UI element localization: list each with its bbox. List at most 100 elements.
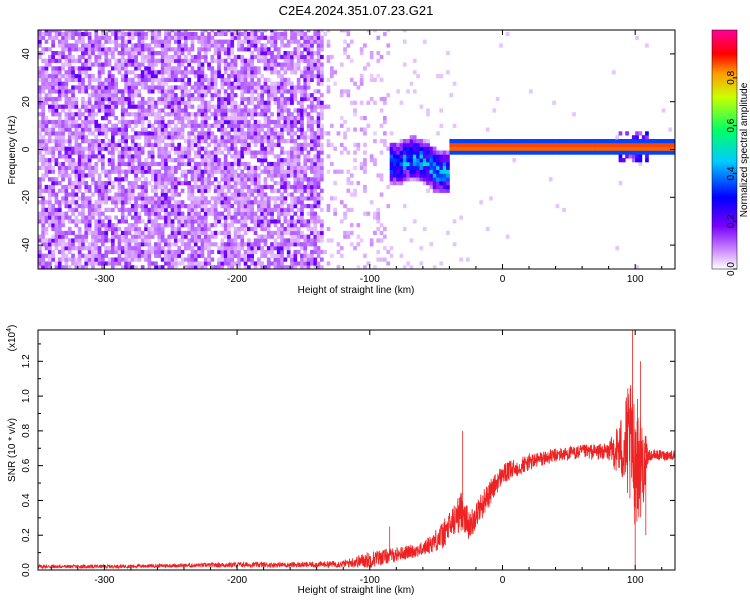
heat-cell — [48, 188, 52, 193]
heat-cell — [84, 89, 89, 94]
heat-cell — [539, 150, 543, 155]
x-tick-label: 100 — [627, 575, 644, 586]
heat-cell — [97, 211, 102, 216]
heat-cell — [257, 39, 261, 44]
heat-cell — [313, 192, 318, 197]
heat-cell — [217, 112, 221, 117]
heat-cell — [77, 196, 82, 201]
heat-cell — [233, 66, 238, 71]
heat-cell — [247, 135, 251, 140]
heat-cell — [134, 242, 138, 247]
heat-cell — [184, 66, 188, 71]
heat-cell — [107, 104, 112, 109]
heat-cell — [290, 51, 294, 56]
heat-cell — [253, 184, 258, 190]
heat-cell — [558, 150, 563, 155]
heat-cell — [117, 58, 122, 63]
heat-cell — [625, 150, 629, 155]
heat-cell — [276, 207, 281, 212]
heat-cell — [247, 211, 251, 216]
heat-cell — [197, 96, 201, 102]
heat-cell — [48, 169, 52, 174]
heat-cell — [247, 246, 251, 251]
heat-cell — [230, 127, 235, 132]
heat-cell — [233, 58, 238, 63]
heat-cell — [227, 242, 231, 247]
heat-cell — [310, 238, 314, 243]
heat-cell — [442, 169, 447, 174]
heat-cell — [137, 169, 142, 174]
heat-cell — [170, 173, 175, 178]
heat-cell — [147, 200, 152, 205]
heat-cell — [247, 184, 251, 190]
heat-cell — [120, 30, 125, 33]
heat-cell — [379, 54, 384, 60]
heat-cell — [167, 93, 172, 98]
y-tick-label: 0.4 — [21, 493, 32, 507]
heat-cell — [631, 150, 636, 155]
heat-cell — [124, 173, 128, 178]
heat-cell — [220, 131, 225, 136]
heat-cell — [276, 188, 281, 193]
heat-cell — [94, 31, 99, 37]
heat-cell — [200, 70, 205, 75]
heat-cell — [137, 177, 142, 182]
heat-cell — [144, 108, 148, 113]
heat-cell — [220, 58, 225, 63]
heat-cell — [552, 100, 556, 105]
heat-cell — [389, 158, 394, 163]
heat-cell — [150, 108, 155, 113]
heat-cell — [296, 81, 301, 86]
heat-cell — [140, 35, 145, 40]
heat-cell — [286, 253, 291, 258]
heat-cell — [220, 257, 225, 262]
heat-cell — [84, 139, 89, 144]
heat-cell — [154, 77, 158, 82]
heat-cell — [290, 169, 294, 174]
heat-cell — [300, 35, 304, 40]
heat-cell — [41, 100, 45, 105]
heat-cell — [230, 184, 235, 190]
heat-cell — [466, 139, 470, 144]
heat-cell — [257, 77, 261, 82]
heat-cell — [117, 100, 122, 105]
heat-cell — [147, 123, 152, 128]
heat-cell — [187, 226, 191, 232]
heat-cell — [41, 257, 45, 262]
heat-cell — [38, 146, 42, 151]
heat-cell — [81, 154, 85, 159]
heat-cell — [107, 261, 112, 266]
heat-cell — [422, 39, 427, 44]
heat-cell — [283, 77, 288, 82]
heat-cell — [240, 146, 245, 151]
heat-cell — [114, 47, 118, 52]
heat-cell — [260, 85, 264, 90]
heat-cell — [187, 96, 191, 102]
heat-cell — [207, 77, 211, 82]
heat-cell — [615, 150, 619, 155]
heat-cell — [57, 181, 62, 186]
heat-cell — [111, 89, 115, 94]
heat-cell — [572, 139, 576, 144]
heat-cell — [273, 181, 278, 186]
heat-cell — [303, 161, 308, 167]
heat-cell — [223, 249, 228, 255]
heat-cell — [111, 85, 115, 90]
heat-cell — [87, 242, 92, 247]
heat-cell — [44, 81, 49, 86]
heat-cell — [174, 265, 178, 269]
heat-cell — [104, 81, 109, 86]
heat-cell — [81, 219, 85, 224]
heat-cell — [77, 181, 82, 186]
heat-cell — [320, 30, 324, 33]
heat-cell — [67, 35, 72, 40]
heat-cell — [240, 192, 245, 197]
heat-cell — [114, 261, 118, 266]
heat-cell — [187, 161, 191, 167]
heat-cell — [117, 158, 122, 163]
heat-cell — [303, 169, 308, 174]
heat-cell — [74, 246, 79, 251]
heat-cell — [233, 127, 238, 132]
heat-cell — [127, 165, 132, 170]
heat-cell — [359, 127, 364, 132]
